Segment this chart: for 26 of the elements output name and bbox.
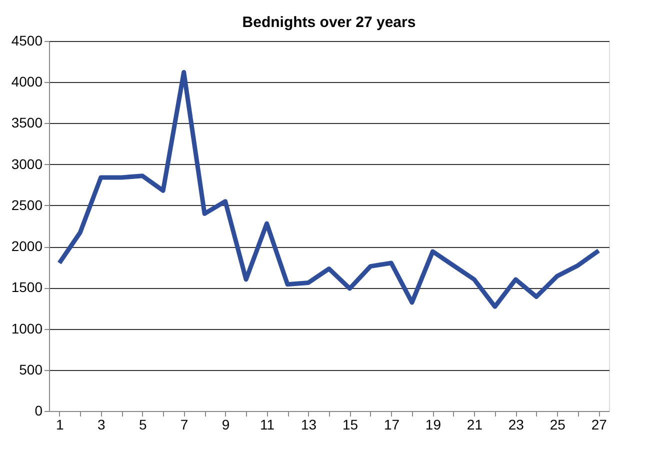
x-tick-label: 27 — [591, 416, 608, 432]
x-tick-label: 5 — [138, 416, 147, 432]
chart-title: Bednights over 27 years — [242, 14, 416, 31]
x-tick-label: 11 — [260, 416, 275, 432]
x-tick-label: 21 — [466, 416, 483, 432]
y-tick-label: 4000 — [11, 74, 43, 90]
y-tick-label: 500 — [19, 361, 43, 378]
y-tick-label: 2500 — [11, 196, 43, 213]
x-tick-label: 25 — [550, 416, 566, 432]
x-tick-label: 13 — [300, 416, 317, 432]
x-tick-label: 9 — [222, 416, 230, 432]
y-tick-label: 4500 — [11, 32, 43, 48]
y-tick-label: 0 — [34, 402, 43, 418]
y-tick-label: 1500 — [11, 279, 43, 296]
line-series — [57, 70, 601, 309]
x-tick-label: 19 — [425, 416, 442, 432]
x-tick-label: 15 — [342, 416, 358, 432]
y-tick-label: 3000 — [11, 156, 43, 172]
x-tick-label: 23 — [508, 416, 524, 432]
x-tick-label: 1 — [56, 416, 64, 432]
x-tick-label: 3 — [97, 416, 106, 432]
x-tick-label: 17 — [384, 416, 400, 432]
y-tick-label: 1000 — [11, 320, 43, 336]
y-tick-label: 3500 — [11, 114, 43, 131]
x-tick-label: 7 — [180, 416, 188, 432]
y-tick-label: 2000 — [11, 238, 43, 254]
